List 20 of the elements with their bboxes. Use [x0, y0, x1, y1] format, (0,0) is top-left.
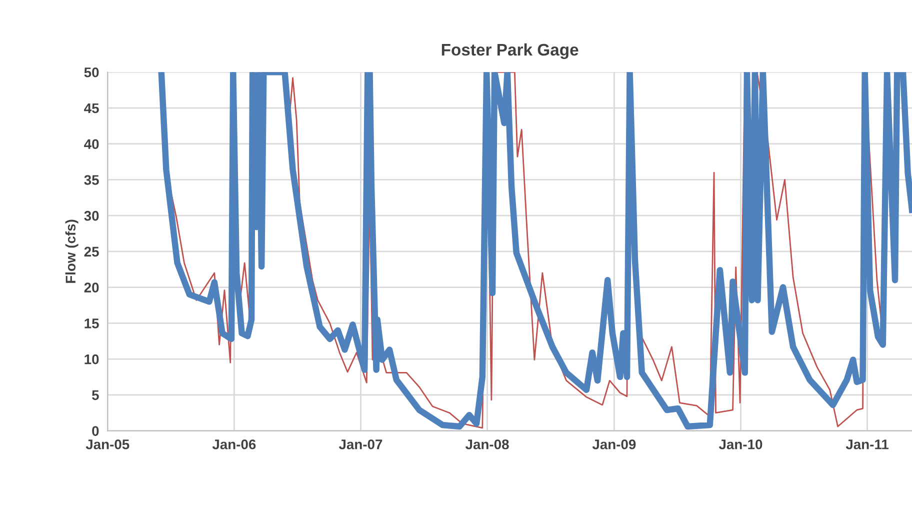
y-tick-label: 50	[84, 67, 99, 78]
y-tick-label: 30	[84, 210, 99, 221]
y-axis-title: Flow (cfs)	[65, 220, 78, 283]
y-tick-label: 15	[84, 318, 99, 328]
x-tick-label: Jan-10	[718, 439, 762, 450]
y-tick-label: 0	[92, 426, 99, 436]
x-tick-label: Jan-09	[592, 439, 636, 450]
y-tick-label: 5	[92, 390, 99, 400]
y-tick-label: 45	[84, 103, 99, 114]
x-tick-label: Jan-11	[846, 440, 889, 450]
y-tick-label: 10	[84, 354, 99, 364]
x-tick-label: Jan-07	[338, 439, 382, 450]
y-tick-label: 35	[84, 175, 99, 185]
y-tick-label: 40	[84, 139, 99, 150]
x-tick-label: Jan-05	[86, 439, 130, 450]
y-tick-label: 25	[84, 246, 99, 257]
x-tick-label: Jan-08	[465, 439, 509, 450]
y-tick-label: 20	[84, 282, 99, 292]
chart-title: Foster Park Gage	[442, 43, 578, 60]
x-tick-label: Jan-06	[212, 439, 256, 450]
